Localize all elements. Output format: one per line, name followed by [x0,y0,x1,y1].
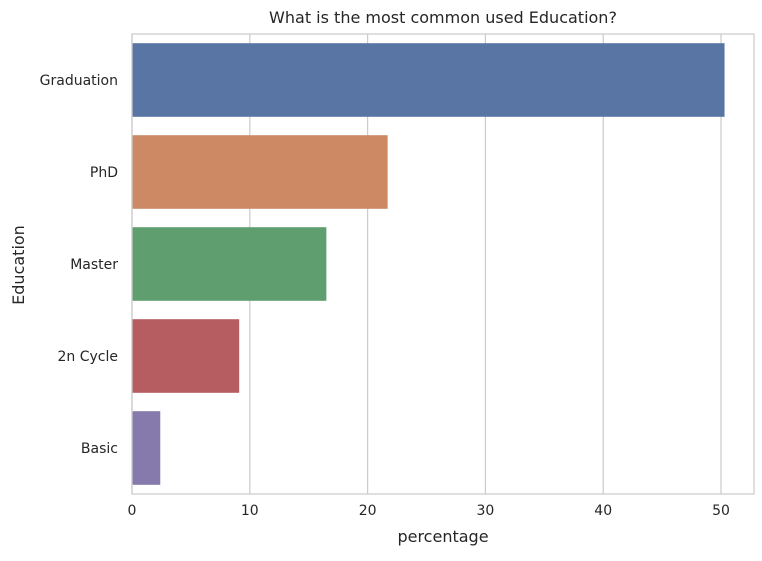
bar-2n-cycle [132,319,240,393]
x-tick-labels: 0 10 20 30 40 50 [128,503,730,519]
y-tick-label: PhD [90,165,118,181]
x-tick-label: 40 [594,503,612,519]
x-tick-label: 10 [241,503,259,519]
y-tick-labels: Graduation PhD Master 2n Cycle Basic [40,73,119,457]
bars [132,43,725,485]
x-tick-label: 0 [128,503,137,519]
bar-phd [132,135,388,209]
y-tick-label: Basic [81,441,118,457]
y-tick-label: Graduation [40,73,118,89]
chart-title: What is the most common used Education? [269,8,617,27]
x-tick-label: 30 [476,503,494,519]
x-tick-label: 50 [712,503,730,519]
x-axis-label: percentage [397,527,488,546]
bar-master [132,227,327,301]
plot-area-frame [131,33,755,495]
y-axis-label: Education [9,225,28,305]
x-tick-label: 20 [359,503,377,519]
y-tick-label: 2n Cycle [58,349,119,365]
y-tick-label: Master [70,257,118,273]
bar-basic [132,411,161,485]
bar-graduation [132,43,725,117]
